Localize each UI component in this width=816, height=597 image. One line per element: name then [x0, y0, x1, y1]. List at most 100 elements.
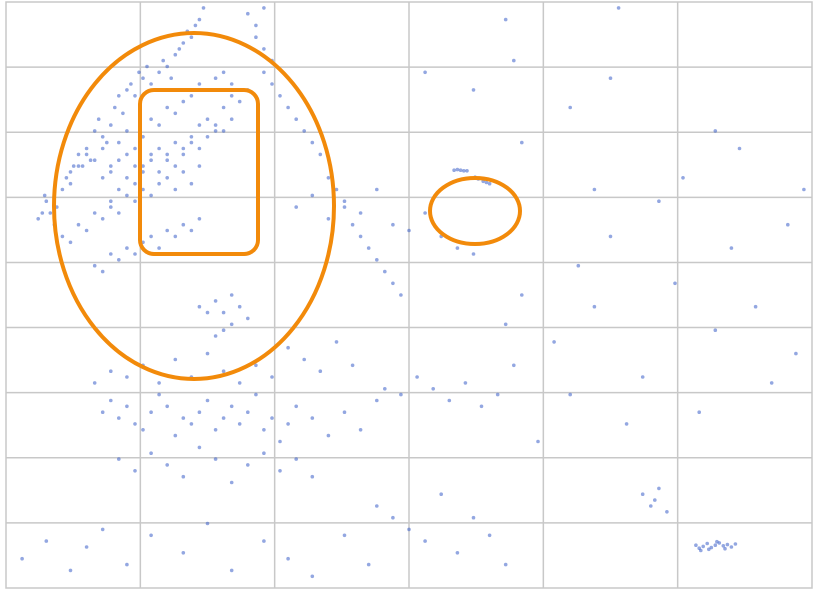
data-point	[729, 246, 734, 250]
data-point	[149, 410, 153, 415]
data-point	[753, 304, 758, 309]
data-point	[80, 164, 85, 168]
data-point	[157, 70, 161, 75]
data-point	[20, 556, 24, 561]
data-point	[278, 469, 282, 473]
data-point	[133, 469, 137, 473]
data-point	[125, 375, 129, 379]
data-point	[44, 199, 49, 203]
data-point	[133, 252, 137, 256]
data-point	[165, 152, 169, 157]
data-point	[100, 135, 105, 139]
data-point	[213, 457, 218, 461]
data-point	[68, 240, 73, 245]
data-point	[205, 521, 210, 526]
data-point	[149, 234, 153, 239]
data-point	[84, 146, 89, 151]
data-point	[157, 123, 161, 127]
data-point	[310, 140, 315, 145]
data-point	[423, 539, 427, 543]
data-point	[92, 381, 97, 385]
data-point	[213, 428, 218, 432]
data-point	[71, 164, 76, 168]
data-point	[229, 117, 234, 121]
data-point	[181, 99, 186, 104]
data-point	[221, 105, 226, 110]
data-point	[503, 562, 508, 567]
data-point	[84, 152, 89, 157]
data-point	[713, 129, 718, 133]
data-point	[165, 158, 169, 162]
data-point	[294, 457, 299, 461]
data-point	[694, 543, 698, 547]
data-point	[383, 269, 387, 274]
data-point	[181, 146, 186, 151]
data-point	[270, 416, 274, 420]
data-point	[100, 269, 105, 274]
data-point	[125, 88, 129, 92]
data-point	[407, 228, 411, 233]
data-point	[701, 544, 705, 549]
data-point	[100, 410, 105, 415]
data-point	[471, 252, 476, 256]
data-point	[42, 193, 47, 198]
data-point	[68, 568, 73, 573]
data-point	[197, 17, 202, 22]
data-point	[173, 234, 178, 239]
data-point	[342, 533, 347, 538]
data-point	[221, 416, 226, 420]
data-point	[487, 533, 492, 538]
data-point	[681, 176, 685, 180]
data-point	[205, 398, 210, 403]
data-point	[221, 70, 226, 75]
data-point	[254, 363, 258, 368]
data-point	[197, 146, 202, 151]
data-point	[76, 152, 81, 157]
data-point	[302, 129, 307, 133]
data-point	[729, 545, 734, 549]
data-point	[707, 547, 711, 552]
data-point	[673, 281, 677, 286]
data-point	[105, 140, 109, 145]
data-point	[157, 392, 161, 397]
data-point	[173, 357, 178, 362]
data-point	[318, 369, 323, 374]
data-point	[665, 510, 669, 514]
data-point	[141, 187, 145, 192]
data-point	[423, 70, 427, 75]
data-point	[96, 117, 101, 121]
data-point	[391, 222, 395, 227]
data-point	[568, 105, 572, 110]
data-point	[462, 169, 466, 173]
data-point	[237, 422, 242, 426]
data-point	[149, 117, 153, 121]
data-point	[705, 541, 709, 546]
data-point	[592, 304, 597, 309]
data-point	[137, 70, 141, 75]
data-point	[334, 187, 339, 192]
data-point	[100, 146, 105, 151]
data-point	[334, 340, 339, 344]
data-point	[786, 222, 790, 227]
data-point	[484, 180, 489, 185]
data-point	[141, 428, 145, 432]
data-point	[177, 47, 182, 51]
data-point	[88, 158, 93, 162]
data-point	[733, 542, 738, 546]
data-point	[141, 164, 145, 168]
data-point	[431, 387, 436, 391]
data-point	[512, 363, 516, 368]
data-point	[109, 398, 113, 403]
data-point	[173, 164, 178, 168]
data-point	[383, 387, 387, 391]
data-point	[100, 217, 105, 221]
data-point	[246, 316, 250, 321]
data-point	[117, 140, 121, 145]
data-point	[157, 170, 161, 174]
data-point	[592, 187, 597, 192]
data-point	[342, 410, 347, 415]
data-point	[366, 562, 371, 567]
data-point	[173, 52, 178, 57]
data-point	[262, 539, 266, 543]
